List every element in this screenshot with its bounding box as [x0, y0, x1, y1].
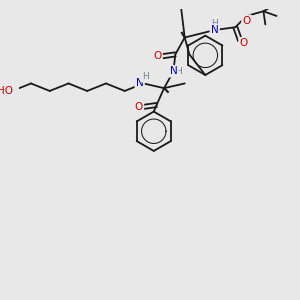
Text: O: O — [240, 38, 248, 48]
Text: H: H — [175, 67, 181, 76]
Text: O: O — [135, 102, 143, 112]
Text: N: N — [169, 66, 177, 76]
Text: H: H — [211, 19, 218, 28]
Text: N: N — [211, 25, 219, 35]
Text: N: N — [136, 78, 144, 88]
Text: H: H — [142, 72, 149, 81]
Text: HO: HO — [0, 86, 13, 96]
Text: O: O — [153, 51, 162, 61]
Text: O: O — [242, 16, 251, 26]
